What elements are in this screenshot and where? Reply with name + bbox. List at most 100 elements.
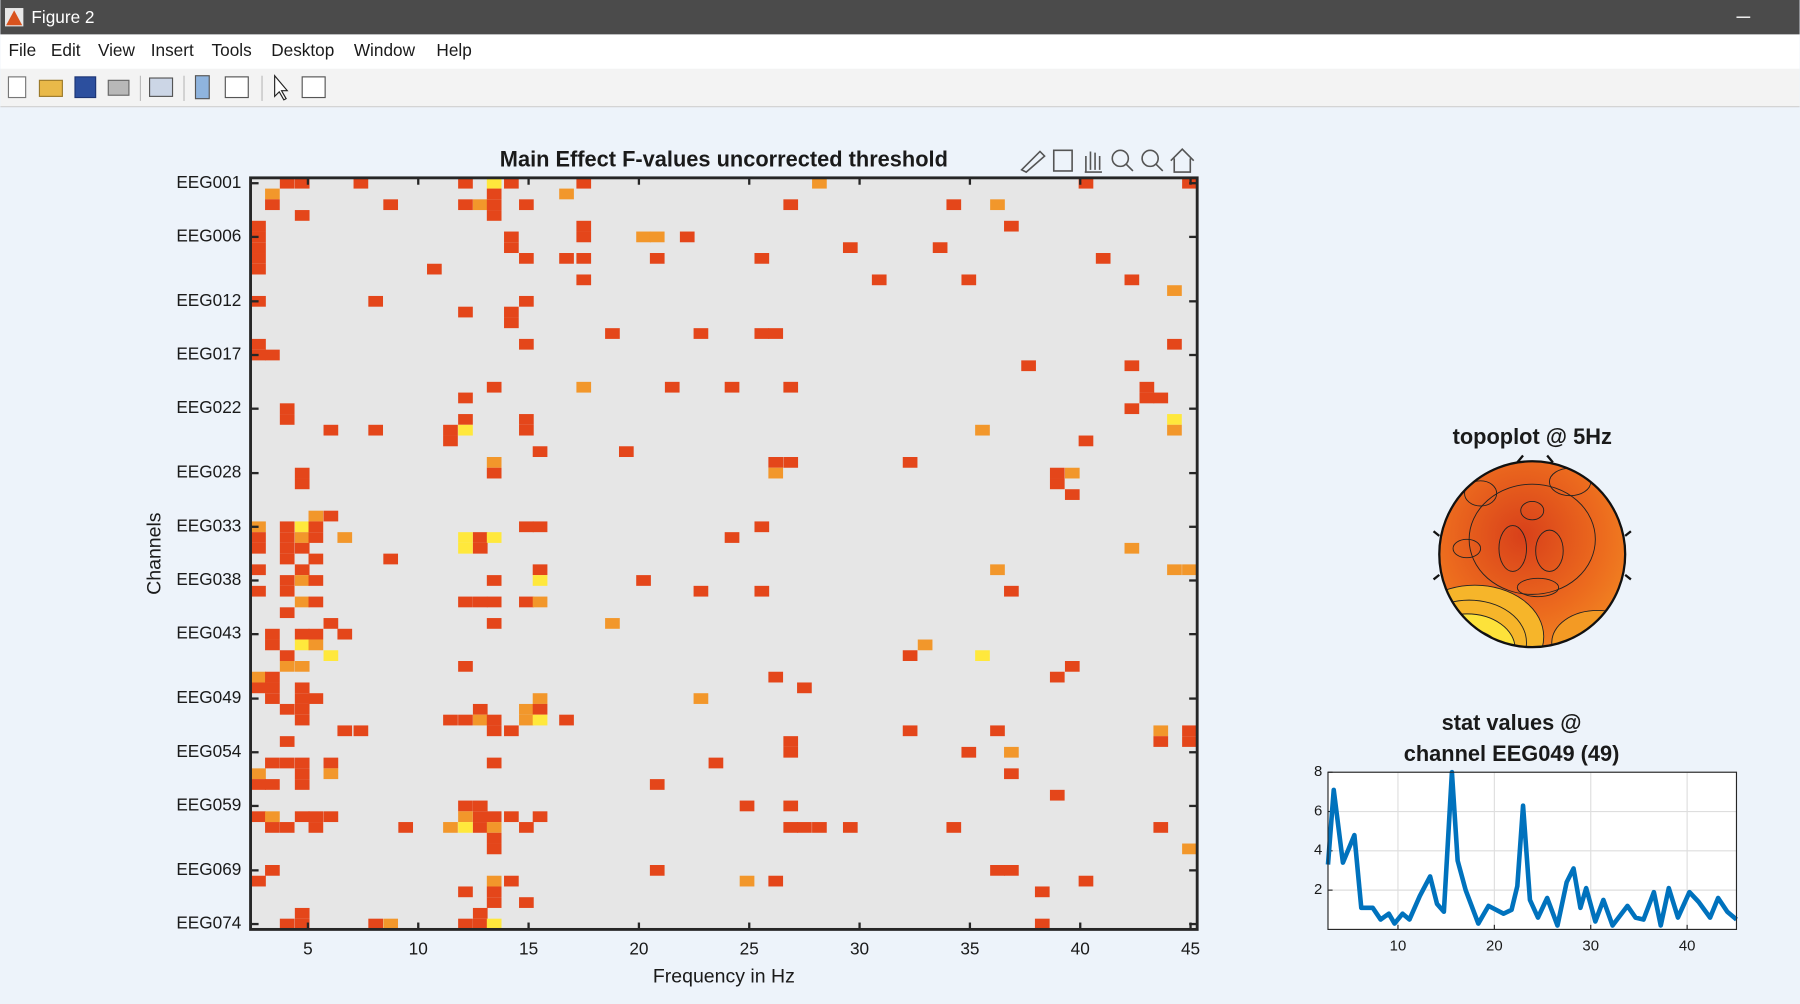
y-tick-label: EEG028 [176,462,241,482]
link-button[interactable] [149,77,174,97]
heatmap-cell [754,253,770,264]
heatmap-cell [990,564,1005,576]
heatmap-cell [279,553,295,565]
heatmap-cell [902,725,918,737]
window-title: Figure 2 [31,7,94,27]
heatmap-cell [486,886,502,898]
zoom-in-button[interactable] [1111,149,1130,168]
menu-item[interactable]: Help [436,40,471,60]
heatmap-cell [472,918,488,930]
menu-item[interactable]: View [98,40,136,60]
heatmap-cell [768,671,784,683]
heatmap-cell [754,585,770,597]
heatmap-cell [724,381,740,393]
heatmap-cell [472,907,488,919]
heatmap-cell [1078,177,1094,189]
heatmap-cell [337,532,353,543]
heatmap-cell [605,618,620,629]
save-button[interactable] [74,76,97,99]
axes-box [249,176,1199,931]
pointer-button[interactable] [274,74,289,101]
heatmap-cell [308,628,324,640]
heatmap-cell [443,424,458,436]
heatmap-cell [486,199,502,211]
heatmap-cell [294,693,310,704]
heatmap-cell [1049,467,1065,479]
heatmap-cell [519,338,534,350]
colorbar-button[interactable] [194,75,210,100]
heatmap-cell [1153,822,1169,833]
heatmap-cell [294,779,310,790]
heatmap-cell [279,532,295,543]
heatmap-cell [797,822,812,833]
heatmap-cell [265,639,280,651]
print-button[interactable] [107,79,130,96]
topoplot-head [1432,454,1632,649]
heatmap-cell [636,575,651,586]
zoom-out-button[interactable] [1141,149,1159,168]
contour [1468,483,1596,595]
heatmap-cell [294,907,310,919]
heatmap-cell [486,725,502,737]
heatmap-cell [1034,886,1050,898]
heatmap-cell [605,328,620,339]
heatmap-cell [323,650,339,662]
property-button[interactable] [301,76,326,99]
heatmap-cell [279,736,295,747]
open-button[interactable] [38,79,63,97]
heatmap-cell [1078,435,1094,447]
menu-item[interactable]: Edit [51,40,81,60]
y-tick-label: 4 [1314,843,1322,859]
heatmap-cell [294,811,310,823]
heatmap-cell [251,242,266,254]
heatmap-cell [842,822,858,833]
x-tick-label: 10 [1390,939,1407,955]
new-button[interactable] [7,76,27,99]
menu-item[interactable]: Insert [151,40,194,60]
heatmap-cell [932,242,948,254]
y-tick-label: EEG001 [176,172,241,192]
heatmap-cell [398,822,414,833]
y-axis-label: Channels [143,512,165,595]
heatmap-cell [797,682,812,694]
heatmap-cell [1049,671,1065,683]
heatmap-cell [458,800,473,812]
heatmap-cell [783,746,799,758]
legend-button[interactable] [224,76,249,99]
heatmap-cell [576,381,592,393]
heatmap-cell [739,800,755,812]
heatmap-cell [323,618,339,629]
heatmap-cell [251,220,266,232]
heatmap-cell [693,328,709,339]
heatmap-cell [265,864,280,876]
chart-title: channel EEG049 (49) [1404,741,1620,766]
export-button[interactable] [1020,150,1046,174]
heatmap-cell [486,811,502,823]
heatmap-cell [308,575,324,586]
heatmap-cell [1004,768,1019,780]
x-tick-label: 30 [1582,939,1599,955]
contour [1439,613,1516,648]
heatmap-cell [472,542,488,554]
menu-item[interactable]: Window [354,40,416,60]
heatmap-cell [279,703,295,715]
menu-item[interactable]: Desktop [271,40,334,60]
menu-item[interactable]: Tools [212,40,252,60]
heatmap-cell [486,714,502,726]
heatmap-cell [1153,725,1169,737]
heatmap-cell [842,242,858,254]
heatmap-cell [1021,360,1036,372]
heatmap-cell [472,703,488,715]
pan-button[interactable] [1084,151,1102,173]
heatmap-cell [458,306,473,318]
y-tick-label: EEG022 [176,397,241,417]
home-button[interactable] [1170,148,1195,173]
heatmap-cell [308,553,324,565]
menu-item[interactable]: File [8,40,36,60]
heatmap-cell [486,843,502,855]
heatmap-cell [265,199,280,211]
heatmap-cell [251,682,266,694]
datatip-button[interactable] [1052,149,1073,172]
heatmap-cell [323,424,339,436]
heatmap-cell [990,864,1005,876]
